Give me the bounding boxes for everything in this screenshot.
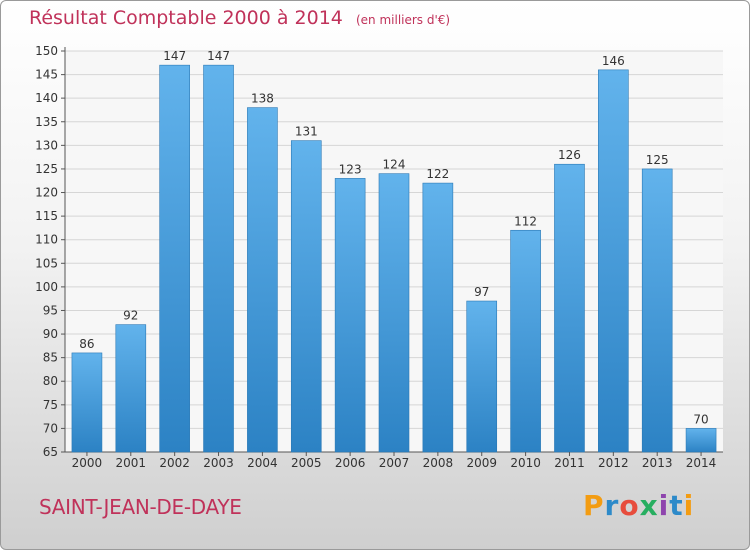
bar [247, 107, 278, 453]
x-tick-label: 2013 [642, 456, 673, 470]
bar-value-label: 124 [383, 158, 406, 172]
bar-value-label: 86 [79, 337, 94, 351]
y-tick-label: 65 [43, 445, 58, 459]
bar-value-label: 131 [295, 125, 318, 139]
bar [598, 69, 629, 453]
bar [115, 324, 147, 453]
bar [334, 178, 366, 453]
bar [466, 300, 498, 453]
x-tick-label: 2002 [159, 456, 190, 470]
logo-letter: i [658, 489, 670, 522]
logo-letter: x [639, 489, 659, 522]
x-tick-label: 2009 [466, 456, 497, 470]
proxiti-logo: Proxiti [583, 489, 694, 522]
x-tick-label: 2008 [423, 456, 454, 470]
bar-value-label: 70 [693, 412, 708, 426]
y-tick-label: 85 [43, 351, 58, 365]
logo-letter: P [583, 489, 605, 522]
x-tick-label: 2012 [598, 456, 629, 470]
x-tick-label: 2001 [116, 456, 147, 470]
y-tick-label: 110 [35, 233, 58, 247]
bar-value-label: 112 [514, 214, 537, 228]
bar [203, 64, 234, 453]
bar [510, 229, 541, 453]
bar [290, 140, 322, 453]
bar-value-label: 92 [123, 309, 138, 323]
y-tick-label: 140 [35, 91, 58, 105]
bar-value-label: 97 [474, 285, 489, 299]
y-tick-label: 75 [43, 398, 58, 412]
bar-value-label: 138 [251, 92, 274, 106]
bar [641, 168, 673, 453]
x-tick-label: 2003 [203, 456, 234, 470]
x-tick-label: 2011 [554, 456, 585, 470]
x-tick-label: 2004 [247, 456, 278, 470]
logo-letter: i [683, 489, 695, 522]
bar [685, 428, 717, 453]
x-tick-label: 2014 [686, 456, 717, 470]
x-tick-label: 2005 [291, 456, 322, 470]
bar-value-label: 147 [163, 49, 186, 63]
logo-letter: t [669, 489, 684, 522]
y-tick-label: 95 [43, 303, 58, 317]
y-tick-label: 115 [35, 209, 58, 223]
bar [422, 182, 454, 453]
y-tick-label: 105 [35, 256, 58, 270]
y-tick-label: 135 [35, 115, 58, 129]
bar [554, 163, 585, 453]
y-tick-label: 125 [35, 162, 58, 176]
chart-title-block: Résultat Comptable 2000 à 2014 (en milli… [29, 7, 450, 29]
y-tick-label: 145 [35, 68, 58, 82]
y-tick-label: 80 [43, 374, 58, 388]
x-tick-label: 2010 [510, 456, 541, 470]
bar [378, 173, 410, 453]
y-tick-label: 90 [43, 327, 58, 341]
bar-value-label: 123 [339, 162, 362, 176]
x-tick-label: 2006 [335, 456, 366, 470]
x-tick-label: 2007 [379, 456, 410, 470]
chart-title: Résultat Comptable 2000 à 2014 [29, 7, 343, 29]
bar-value-label: 122 [426, 167, 449, 181]
x-tick-label: 2000 [72, 456, 103, 470]
y-tick-label: 100 [35, 280, 58, 294]
bar-value-label: 146 [602, 54, 625, 68]
y-tick-label: 130 [35, 138, 58, 152]
chart-unit: (en milliers d'€) [355, 13, 451, 27]
bar-value-label: 147 [207, 49, 230, 63]
city-name: SAINT-JEAN-DE-DAYE [39, 495, 242, 519]
logo-letter: o [619, 489, 640, 522]
bar-value-label: 126 [558, 148, 581, 162]
y-tick-label: 120 [35, 186, 58, 200]
logo-letter: r [604, 489, 620, 522]
y-tick-label: 150 [35, 44, 58, 58]
bar [159, 64, 190, 453]
y-tick-label: 70 [43, 421, 58, 435]
bar [71, 352, 103, 453]
bar-value-label: 125 [646, 153, 669, 167]
